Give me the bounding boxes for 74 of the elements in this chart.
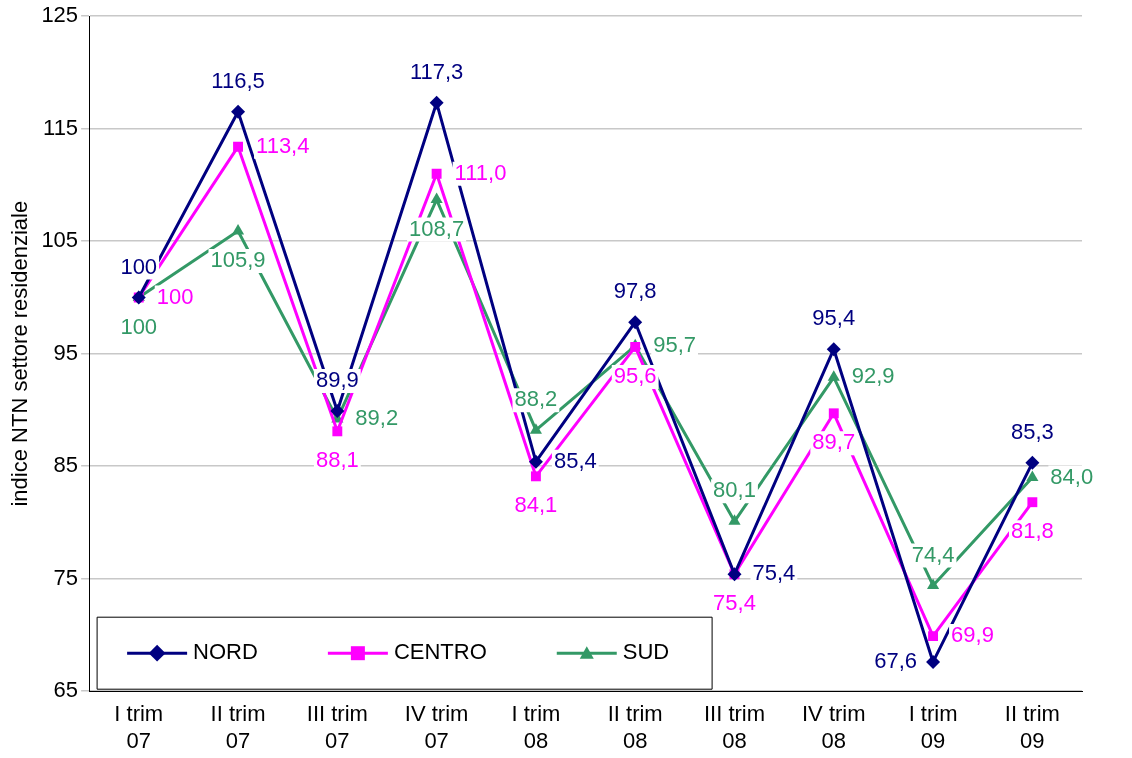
data-label: 105,9 [210, 247, 266, 273]
y-tick-label: 75 [53, 564, 79, 590]
data-label: 89,9 [315, 367, 359, 393]
point [330, 404, 345, 419]
data-label: 113,4 [256, 132, 310, 158]
data-label: 88,1 [315, 447, 359, 473]
data-label: 100 [156, 283, 194, 309]
data-label: 75,4 [713, 590, 756, 616]
x-tick-label: II trim 09 [1004, 701, 1060, 753]
point [828, 408, 839, 419]
point [927, 578, 940, 589]
point [628, 315, 643, 330]
point [231, 224, 245, 235]
y-tick-label: 65 [53, 677, 79, 703]
point [332, 426, 343, 437]
point [926, 654, 941, 669]
legend-label: SUD [622, 639, 670, 665]
point [728, 514, 741, 525]
data-label: 85,3 [1010, 418, 1054, 444]
data-label: 88,2 [514, 386, 558, 412]
data-label: 92,9 [851, 363, 895, 389]
data-label: 84,0 [1050, 463, 1094, 489]
data-label: 108,7 [409, 215, 465, 241]
y-axis-title: indice NTN settore residenziale [7, 200, 33, 507]
data-label: 100 [120, 313, 158, 339]
data-label: 69,9 [951, 622, 994, 648]
data-label: 67,6 [874, 648, 918, 674]
point [826, 342, 841, 357]
point [430, 192, 443, 204]
x-tick-label: IV trim 08 [802, 701, 866, 753]
data-label: 95,6 [613, 363, 657, 389]
point [429, 95, 444, 110]
legend-label: CENTRO [393, 639, 487, 665]
data-label: 89,7 [812, 429, 856, 455]
point [928, 631, 939, 642]
data-label: 84,1 [514, 492, 558, 518]
point [827, 370, 840, 381]
data-label: 117,3 [409, 58, 464, 84]
data-label: 95,7 [653, 331, 697, 357]
point [529, 423, 542, 434]
y-tick-label: 85 [53, 452, 79, 478]
point [233, 141, 243, 152]
data-label: 100 [120, 253, 158, 279]
legend-label: NORD [193, 639, 258, 665]
x-tick-label: I trim 08 [511, 701, 561, 753]
data-label: 111,0 [454, 159, 507, 185]
data-label: 75,4 [752, 560, 796, 586]
data-label: 89,2 [355, 405, 399, 431]
x-tick-label: II trim 07 [210, 701, 266, 753]
data-label: 95,4 [812, 305, 856, 331]
point [431, 168, 442, 179]
x-tick-label: II trim 08 [607, 701, 663, 753]
point [1026, 470, 1039, 481]
x-tick-label: I trim 09 [908, 701, 958, 753]
y-tick-label: 125 [41, 2, 79, 28]
data-label: 81,8 [1010, 518, 1054, 544]
point [630, 342, 641, 352]
point [530, 471, 541, 482]
data-label: 74,4 [911, 541, 955, 567]
x-tick-label: I trim 07 [114, 701, 164, 753]
point [528, 454, 543, 469]
y-tick-label: 115 [43, 114, 79, 140]
x-tick-label: III trim 08 [703, 701, 766, 753]
y-tick-label: 95 [53, 339, 79, 365]
point [231, 104, 246, 119]
point [1027, 497, 1038, 508]
x-tick-label: IV trim 07 [404, 701, 469, 753]
data-label: 85,4 [553, 447, 597, 473]
x-tick-label: III trim 07 [306, 701, 368, 753]
data-label: 80,1 [713, 477, 756, 503]
data-label: 97,8 [613, 278, 657, 304]
data-label: 116,5 [211, 67, 265, 93]
point [1025, 455, 1040, 470]
y-tick-label: 105 [41, 227, 79, 253]
